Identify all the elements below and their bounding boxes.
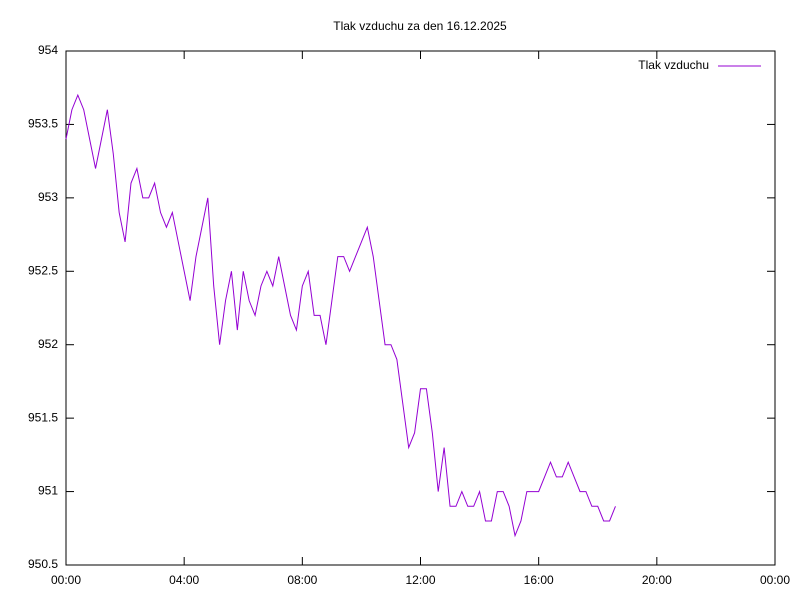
y-tick-label: 950.5 xyxy=(28,557,58,571)
x-tick-label: 04:00 xyxy=(169,573,199,587)
y-tick-label: 952 xyxy=(38,337,58,351)
x-tick-label: 20:00 xyxy=(642,573,672,587)
legend-label: Tlak vzduchu xyxy=(638,58,709,72)
x-tick-label: 16:00 xyxy=(524,573,554,587)
x-tick-label: 00:00 xyxy=(51,573,81,587)
chart-title: Tlak vzduchu za den 16.12.2025 xyxy=(333,19,507,33)
x-tick-label: 00:00 xyxy=(760,573,790,587)
y-tick-label: 951 xyxy=(38,484,58,498)
x-tick-label: 12:00 xyxy=(405,573,435,587)
y-tick-label: 953.5 xyxy=(28,117,58,131)
y-tick-label: 951.5 xyxy=(28,410,58,424)
y-tick-label: 954 xyxy=(38,43,58,57)
x-tick-label: 08:00 xyxy=(287,573,317,587)
data-line xyxy=(65,93,616,538)
y-tick-label: 952.5 xyxy=(28,263,58,277)
y-tick-label: 953 xyxy=(38,190,58,204)
